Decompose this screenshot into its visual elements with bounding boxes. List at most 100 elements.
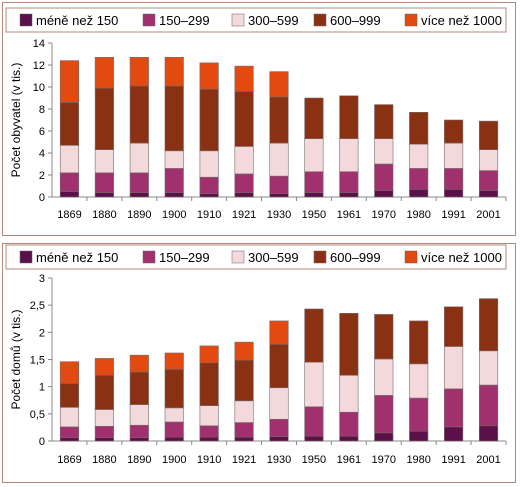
- houses-bar-segment: [164, 407, 184, 423]
- houses-legend-label: méně než 150: [36, 250, 118, 265]
- houses-bar-segment: [304, 435, 324, 442]
- houses-bar-segment: [339, 411, 359, 437]
- houses-x-tick-label: 1921: [232, 454, 256, 466]
- population-legend-label: 150–299: [159, 13, 210, 28]
- houses-bar-segment: [199, 425, 219, 438]
- houses-bar-segment: [94, 437, 114, 442]
- houses-legend-label: 300–599: [248, 250, 299, 265]
- houses-bar-segment: [478, 425, 499, 442]
- houses-y-tick-label: 3: [39, 273, 45, 285]
- population-x-tick-label: 1991: [441, 209, 465, 221]
- population-bar-segment: [129, 56, 149, 87]
- population-x-tick-label: 1961: [337, 209, 361, 221]
- houses-legend-swatch: [404, 250, 418, 264]
- population-x-tick-label: 1980: [406, 209, 430, 221]
- population-legend-swatch: [231, 13, 245, 27]
- houses-y-tick-label: 1,5: [30, 355, 45, 367]
- population-x-tick-label: 1910: [197, 209, 221, 221]
- population-legend-swatch: [19, 13, 33, 27]
- houses-bar-segment: [304, 308, 324, 363]
- houses-bar-segment: [374, 314, 394, 360]
- houses-y-tick-label: 1: [39, 382, 45, 394]
- houses-bar-segment: [304, 406, 324, 437]
- houses-bar-segment: [164, 421, 184, 438]
- population-legend-label: 300–599: [248, 13, 299, 28]
- houses-x-tick-label: 2001: [476, 454, 500, 466]
- population-bar-segment: [269, 71, 289, 98]
- houses-bar-segment: [129, 424, 149, 439]
- population-y-axis-title: Počet obyvatel (v tis.): [9, 63, 23, 178]
- houses-legend-label: 600–999: [330, 250, 381, 265]
- houses-chart-panel: [2, 243, 516, 483]
- population-x-tick-label: 1950: [302, 209, 326, 221]
- houses-bar-segment: [339, 435, 359, 442]
- houses-x-tick-label: 1950: [302, 454, 326, 466]
- houses-legend-swatch: [313, 250, 327, 264]
- houses-x-tick-label: 1900: [162, 454, 186, 466]
- population-bar-segment: [409, 112, 429, 145]
- houses-bar-segment: [478, 384, 499, 427]
- population-bar-segment: [94, 56, 114, 89]
- houses-legend: [5, 244, 507, 270]
- population-legend-swatch: [313, 13, 327, 27]
- houses-bar-segment: [374, 395, 394, 434]
- population-x-tick-label: 1890: [127, 209, 151, 221]
- houses-bar-segment: [374, 432, 394, 442]
- population-y-tick-label: 14: [33, 38, 45, 50]
- houses-bar-segment: [199, 345, 219, 364]
- houses-bar-segment: [129, 371, 149, 405]
- population-legend-label: více než 1000: [421, 13, 502, 28]
- houses-bar-segment: [269, 418, 289, 437]
- houses-x-tick-label: 1991: [441, 454, 465, 466]
- houses-y-tick-label: 0: [39, 436, 45, 448]
- houses-bar-segment: [94, 409, 114, 427]
- houses-bar-segment: [234, 341, 254, 361]
- houses-x-tick-label: 1930: [267, 454, 291, 466]
- population-x-tick-label: 1900: [162, 209, 186, 221]
- houses-legend-label: více než 1000: [421, 250, 502, 265]
- houses-bar-segment: [339, 374, 359, 413]
- population-x-tick-label: 1921: [232, 209, 256, 221]
- houses-x-tick-label: 1961: [337, 454, 361, 466]
- houses-bar-segment: [59, 426, 80, 439]
- population-y-tick-label: 4: [39, 148, 45, 160]
- houses-bar-segment: [339, 313, 359, 376]
- houses-bar-segment: [94, 374, 114, 410]
- houses-bar-segment: [59, 437, 80, 442]
- houses-bar-segment: [478, 350, 499, 386]
- population-bar-segment: [199, 62, 219, 90]
- houses-bar-segment: [94, 426, 114, 439]
- houses-x-tick-label: 1869: [57, 454, 81, 466]
- population-legend-swatch: [142, 13, 156, 27]
- population-bar-segment: [164, 56, 184, 87]
- houses-y-tick-label: 2: [39, 327, 45, 339]
- houses-bar-segment: [129, 404, 149, 426]
- houses-bar-segment: [59, 361, 80, 384]
- houses-x-tick-label: 1970: [372, 454, 396, 466]
- population-x-tick-label: 2001: [476, 209, 500, 221]
- houses-bar-segment: [164, 368, 184, 409]
- houses-legend-swatch: [19, 250, 33, 264]
- population-x-tick-label: 1880: [92, 209, 116, 221]
- population-bar-segment: [374, 104, 394, 139]
- houses-bar-segment: [444, 346, 464, 390]
- houses-y-tick-label: 2,5: [30, 300, 45, 312]
- houses-bar-segment: [164, 352, 184, 370]
- houses-bar-segment: [164, 436, 184, 442]
- population-bar-segment: [444, 119, 464, 144]
- houses-bar-segment: [409, 430, 429, 442]
- population-y-tick-label: 0: [39, 192, 45, 204]
- population-y-tick-label: 6: [39, 126, 45, 138]
- houses-bar-segment: [234, 436, 254, 442]
- population-legend-swatch: [404, 13, 418, 27]
- houses-bar-segment: [94, 358, 114, 376]
- population-bar-segment: [59, 60, 80, 103]
- houses-y-tick-label: 0,5: [30, 409, 45, 421]
- houses-bar-segment: [199, 405, 219, 427]
- houses-x-tick-label: 1890: [127, 454, 151, 466]
- population-y-tick-label: 10: [33, 82, 45, 94]
- houses-bar-segment: [269, 320, 289, 345]
- population-bar-segment: [478, 120, 499, 150]
- houses-bar-segment: [269, 387, 289, 420]
